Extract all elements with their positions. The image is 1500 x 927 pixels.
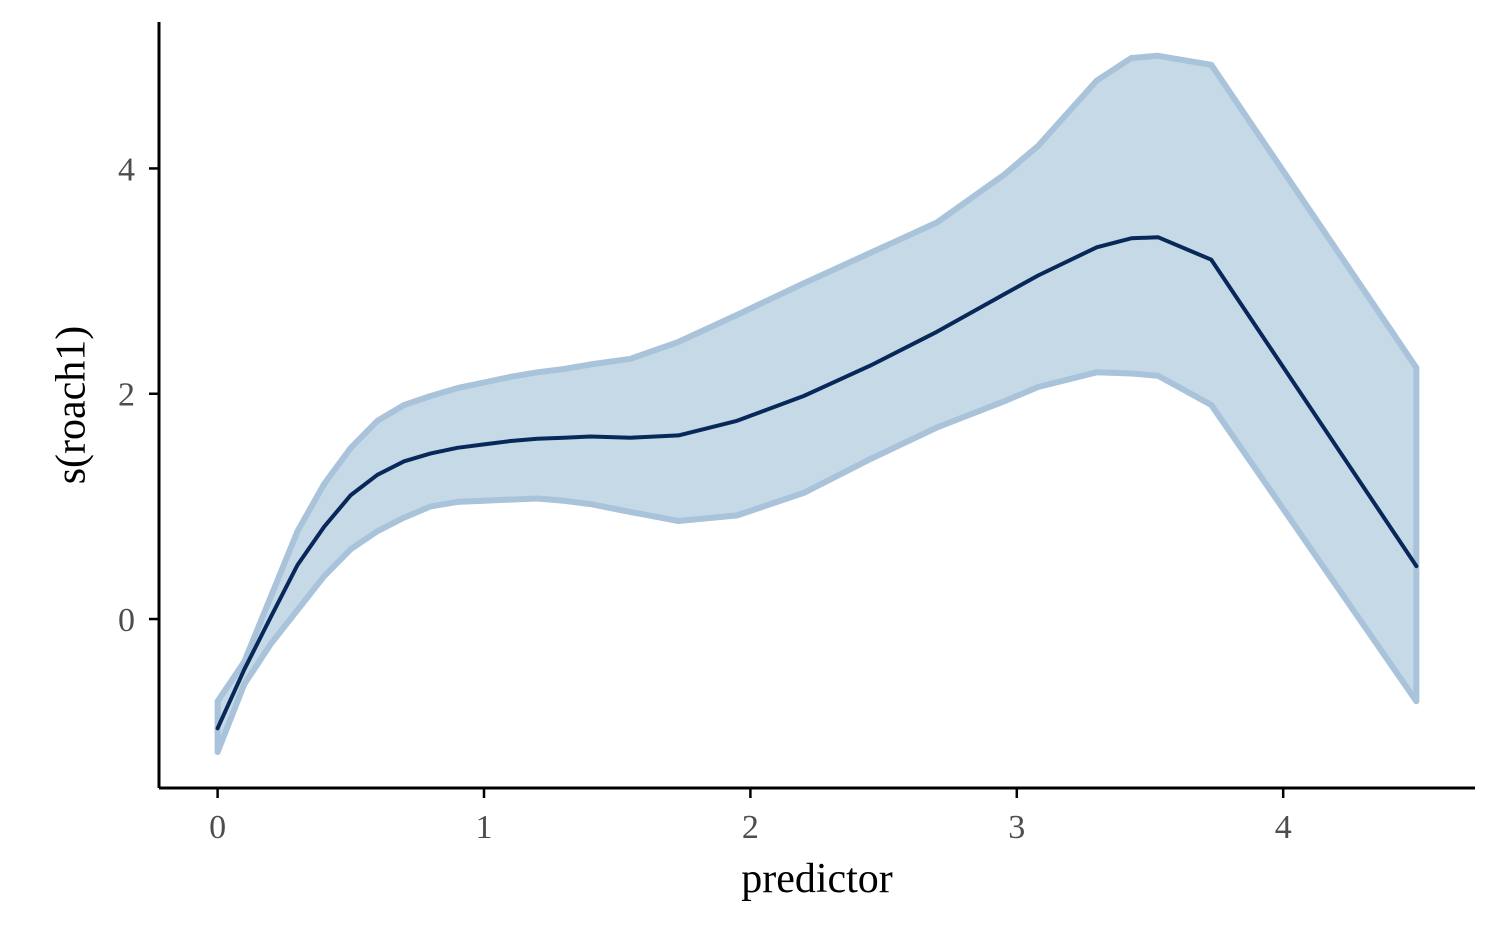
fit-line bbox=[215, 235, 1419, 731]
x-tick-label: 1 bbox=[476, 809, 493, 846]
x-tick-label: 0 bbox=[209, 809, 226, 846]
x-tick-label: 2 bbox=[742, 809, 759, 846]
x-axis-ticks: 0 1 2 3 4 bbox=[209, 788, 1292, 846]
y-axis-ticks: 0 2 4 bbox=[118, 151, 159, 639]
confidence-ribbon bbox=[214, 52, 1420, 755]
x-tick-label: 4 bbox=[1275, 809, 1292, 846]
x-axis-title: predictor bbox=[741, 856, 893, 902]
y-axis-title: s(roach1) bbox=[49, 326, 95, 485]
y-tick-label: 4 bbox=[118, 151, 135, 188]
x-tick-label: 3 bbox=[1008, 809, 1025, 846]
confidence-ribbon-layer bbox=[214, 52, 1420, 755]
y-tick-label: 0 bbox=[118, 602, 135, 639]
fit-line-layer bbox=[215, 235, 1419, 731]
y-tick-label: 2 bbox=[118, 377, 135, 414]
